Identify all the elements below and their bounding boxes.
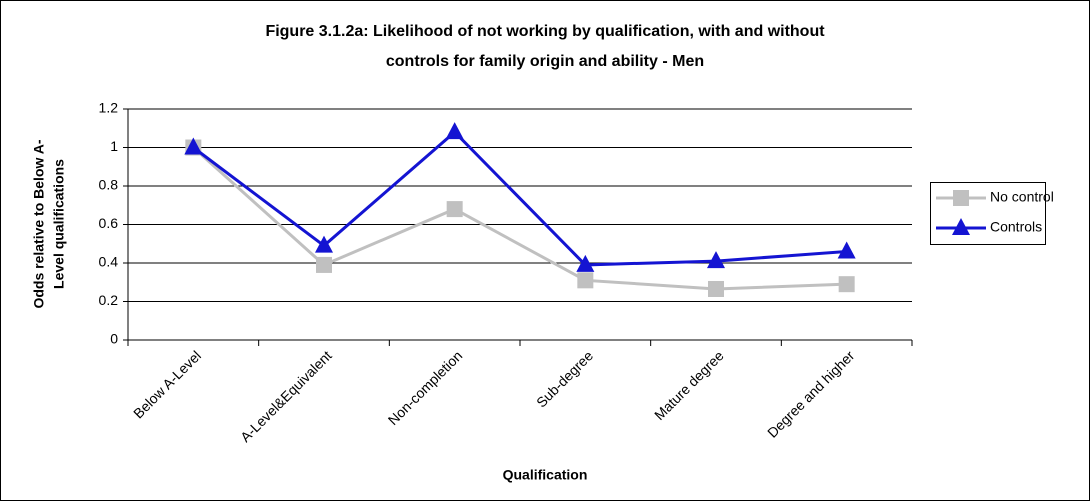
data-point xyxy=(577,272,594,289)
chart-title: controls for family origin and ability -… xyxy=(386,53,704,70)
y-tick-label: 0 xyxy=(110,331,118,347)
data-point xyxy=(184,137,203,155)
series-line xyxy=(192,130,847,267)
data-point xyxy=(445,122,464,140)
x-axis-title: Qualification xyxy=(503,467,588,483)
data-point xyxy=(315,235,333,253)
legend-marker xyxy=(952,218,970,235)
legend-marker xyxy=(953,190,969,206)
data-point xyxy=(707,251,725,269)
legend-box xyxy=(930,182,1046,245)
data-point xyxy=(708,280,724,297)
data-point xyxy=(316,256,332,273)
y-tick-label: 1.2 xyxy=(99,100,119,116)
data-point xyxy=(837,241,856,259)
legend-label: No control xyxy=(990,189,1054,205)
y-axis-title: Odds relative to Below A- xyxy=(31,139,47,308)
y-tick-label: 1 xyxy=(110,138,118,154)
legend-label: Controls xyxy=(990,219,1042,235)
y-axis-title: Level qualifications xyxy=(51,159,67,289)
y-tick-label: 0.8 xyxy=(99,177,119,193)
y-tick-label: 0.4 xyxy=(99,254,119,270)
y-tick-label: 0.2 xyxy=(99,292,119,308)
y-tick-label: 0.6 xyxy=(99,215,119,231)
series-line xyxy=(192,146,847,291)
data-point xyxy=(446,201,463,218)
data-point xyxy=(576,254,595,272)
chart-title: Figure 3.1.2a: Likelihood of not working… xyxy=(265,23,825,40)
data-point xyxy=(838,276,855,293)
